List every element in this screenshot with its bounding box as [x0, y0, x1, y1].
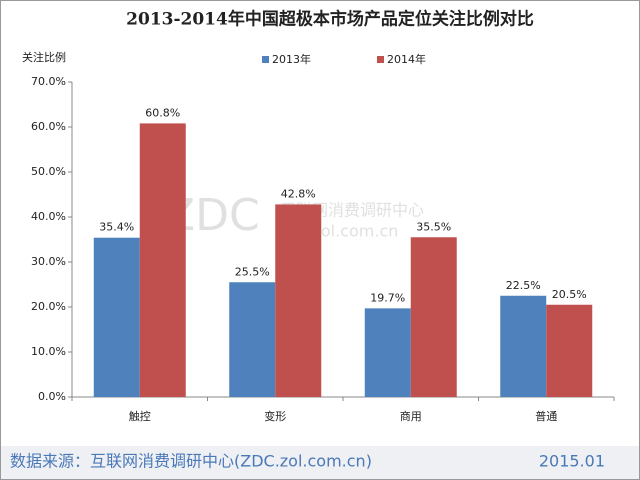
value-label: 22.5%	[506, 279, 541, 292]
value-label: 35.4%	[99, 221, 134, 234]
value-label: 35.5%	[416, 220, 451, 233]
value-label: 60.8%	[145, 106, 180, 119]
y-tick-label: 30.0%	[31, 255, 66, 268]
value-label: 25.5%	[235, 265, 270, 278]
bar	[275, 204, 322, 397]
y-tick-label: 70.0%	[31, 75, 66, 88]
bar	[410, 237, 457, 397]
y-tick-label: 40.0%	[31, 210, 66, 223]
legend-label: 2013年	[272, 52, 311, 66]
x-tick-label: 普通	[535, 409, 557, 423]
legend-swatch	[262, 56, 269, 63]
bar	[139, 123, 186, 398]
y-tick-label: 50.0%	[31, 165, 66, 178]
bar	[364, 308, 411, 397]
x-tick-label: 触控	[129, 409, 151, 423]
chart-title: 2013-2014年中国超极本市场产品定位关注比例对比	[126, 9, 534, 30]
value-label: 20.5%	[552, 288, 587, 301]
date: 2015.01	[539, 452, 605, 471]
y-tick-label: 60.0%	[31, 120, 66, 133]
value-label: 42.8%	[281, 187, 316, 200]
x-tick-label: 变形	[264, 409, 286, 423]
bar	[546, 304, 593, 397]
bar	[500, 295, 547, 397]
bar	[93, 237, 140, 397]
value-label: 19.7%	[370, 291, 405, 304]
y-tick-label: 20.0%	[31, 300, 66, 313]
y-tick-label: 10.0%	[31, 345, 66, 358]
legend-label: 2014年	[387, 52, 426, 66]
legend-swatch	[377, 56, 384, 63]
bar	[229, 282, 276, 397]
source: 数据来源：互联网消费调研中心(ZDC.zol.com.cn)	[10, 452, 372, 471]
y-axis-label: 关注比例	[22, 50, 66, 64]
footer-band	[1, 446, 639, 479]
x-tick-label: 商用	[400, 409, 422, 423]
y-tick-label: 0.0%	[38, 390, 66, 403]
